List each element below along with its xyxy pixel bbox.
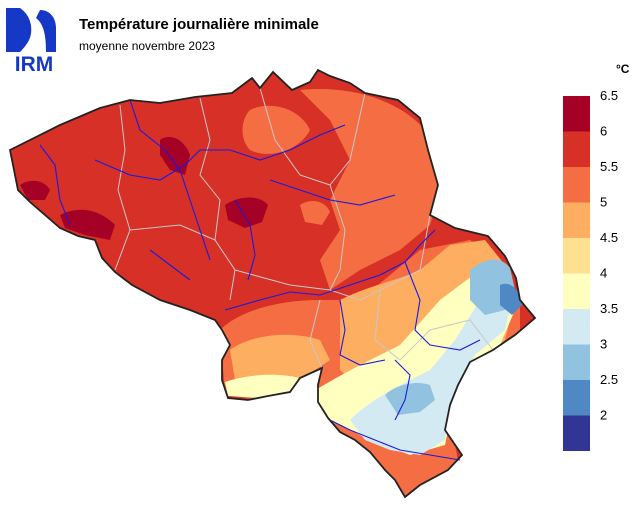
river-semois xyxy=(329,419,461,461)
legend-swatch xyxy=(563,309,590,345)
legend-swatch xyxy=(563,202,590,238)
river-lys xyxy=(94,149,201,181)
color-legend: 6.5 6 5.5 5 4.5 4 3.5 3 2.5 2 xyxy=(563,88,618,451)
province-borders xyxy=(114,87,494,369)
legend-swatch xyxy=(563,238,590,274)
legend-tick-label: 2 xyxy=(600,408,607,423)
legend-tick-label: 3 xyxy=(600,337,607,352)
class-3.5-4-high-ardennes xyxy=(350,280,512,455)
province-border xyxy=(329,184,346,291)
province-border xyxy=(374,289,494,361)
legend-swatch xyxy=(563,344,590,380)
belgium-map xyxy=(9,69,536,498)
legend-tick-label: 4.5 xyxy=(600,230,618,245)
river-yser xyxy=(39,144,71,226)
legend-tick-label: 3.5 xyxy=(600,301,618,316)
province-border xyxy=(309,299,323,369)
river-scheldt xyxy=(129,99,211,261)
river-sambre-meuse xyxy=(224,229,436,311)
legend-unit: °C xyxy=(616,62,630,76)
map-subtitle: moyenne novembre 2023 xyxy=(79,39,216,53)
legend-tick-label: 6 xyxy=(600,124,607,139)
map-title: Température journalière minimale xyxy=(79,16,319,33)
river-dendre xyxy=(149,249,191,281)
river-demer xyxy=(269,179,396,206)
class-4-4.5-hainaut-south xyxy=(225,374,300,398)
class-5-5.5-north xyxy=(242,105,310,154)
river-rupel-nete xyxy=(200,124,346,161)
legend-tick-label: 6.5 xyxy=(600,88,618,103)
class-5-5.5-east xyxy=(300,89,440,291)
province-border xyxy=(129,224,216,241)
province-border xyxy=(259,87,366,186)
legend-swatch xyxy=(563,167,590,203)
legend-swatch xyxy=(563,131,590,167)
class-6-6.5-southwest xyxy=(60,209,115,240)
logo-text: IRM xyxy=(14,53,54,76)
river-lesse xyxy=(394,359,411,421)
rivers xyxy=(39,99,481,461)
class-2.5-3-fagnes-core xyxy=(500,283,522,315)
river-ourthe xyxy=(404,261,481,351)
legend-swatch xyxy=(563,96,590,132)
legend-tick-label: 5.5 xyxy=(600,159,618,174)
province-border xyxy=(234,214,431,301)
river-meuse-south xyxy=(339,299,386,366)
class-6-6.5-antwerp xyxy=(160,136,190,175)
class-3-3.5-plateau xyxy=(385,383,435,415)
irm-logo: IRM xyxy=(6,6,62,76)
province-border xyxy=(114,104,131,271)
class-4-4.5-ardennes xyxy=(300,270,515,455)
legend-tick-label: 5 xyxy=(600,195,607,210)
irm-logo-mark xyxy=(6,8,56,52)
class-5-5.5-hesbaye xyxy=(300,200,330,225)
river-senne xyxy=(234,199,256,281)
class-6-6.5-coast xyxy=(20,180,50,200)
legend-tick-label: 2.5 xyxy=(600,372,618,387)
class-6-6.5-brussels xyxy=(225,197,268,228)
temperature-field xyxy=(10,70,535,497)
legend-swatch xyxy=(563,415,590,451)
legend-swatch xyxy=(563,273,590,309)
legend-tick-label: 4 xyxy=(600,266,607,281)
legend-swatch xyxy=(563,380,590,416)
